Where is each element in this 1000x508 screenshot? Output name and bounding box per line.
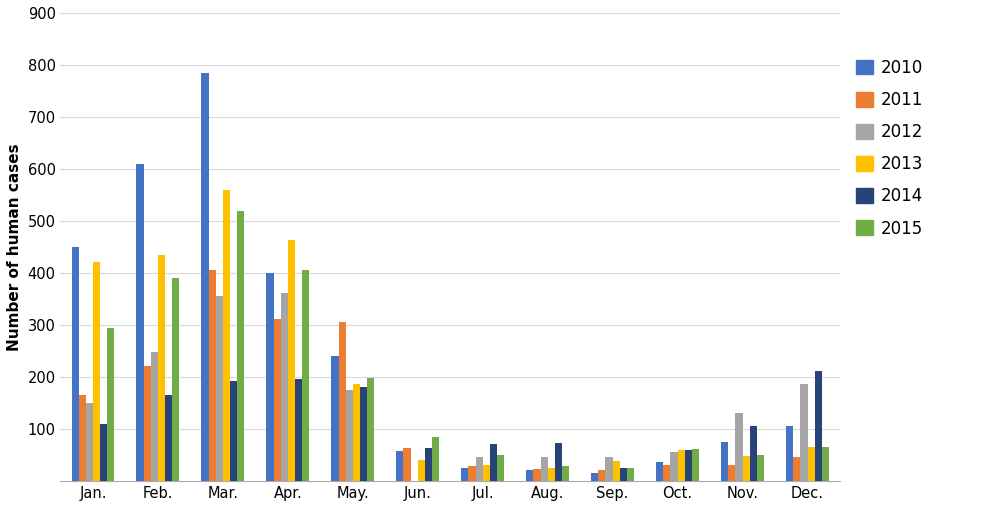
Bar — [793, 457, 800, 481]
Bar — [302, 270, 309, 481]
Bar — [107, 328, 114, 481]
Bar — [800, 385, 808, 481]
Bar — [100, 424, 107, 481]
Bar — [432, 437, 439, 481]
Bar — [815, 371, 822, 481]
Bar — [418, 460, 425, 481]
Bar — [295, 379, 302, 481]
Bar — [136, 164, 144, 481]
Bar — [808, 447, 815, 481]
Bar — [598, 470, 605, 481]
Bar — [670, 452, 678, 481]
Bar — [743, 456, 750, 481]
Bar — [209, 270, 216, 481]
Bar — [613, 461, 620, 481]
Bar — [151, 352, 158, 481]
Bar — [425, 448, 432, 481]
Bar — [72, 247, 79, 481]
Bar — [230, 381, 237, 481]
Bar — [678, 451, 685, 481]
Bar — [526, 470, 533, 481]
Bar — [483, 465, 490, 481]
Bar — [497, 455, 504, 481]
Bar — [735, 413, 743, 481]
Bar — [346, 390, 353, 481]
Bar — [331, 356, 339, 481]
Legend: 2010, 2011, 2012, 2013, 2014, 2015: 2010, 2011, 2012, 2013, 2014, 2015 — [856, 59, 924, 238]
Bar — [822, 447, 829, 481]
Bar — [216, 296, 223, 481]
Bar — [339, 322, 346, 481]
Bar — [591, 473, 598, 481]
Bar — [685, 451, 692, 481]
Bar — [605, 457, 613, 481]
Y-axis label: Number of human cases: Number of human cases — [7, 143, 22, 351]
Bar — [490, 444, 497, 481]
Bar — [281, 294, 288, 481]
Bar — [692, 450, 699, 481]
Bar — [663, 465, 670, 481]
Bar — [158, 255, 165, 481]
Bar — [555, 443, 562, 481]
Bar — [367, 377, 374, 481]
Bar — [533, 469, 541, 481]
Bar — [79, 395, 86, 481]
Bar — [461, 467, 468, 481]
Bar — [93, 262, 100, 481]
Bar — [541, 457, 548, 481]
Bar — [476, 457, 483, 481]
Bar — [750, 426, 757, 481]
Bar — [548, 467, 555, 481]
Bar — [201, 73, 209, 481]
Bar — [223, 189, 230, 481]
Bar — [274, 320, 281, 481]
Bar — [288, 240, 295, 481]
Bar — [728, 465, 735, 481]
Bar — [172, 278, 179, 481]
Bar — [403, 448, 411, 481]
Bar — [360, 387, 367, 481]
Bar — [468, 466, 476, 481]
Bar — [144, 366, 151, 481]
Bar — [721, 441, 728, 481]
Bar — [266, 273, 274, 481]
Bar — [353, 385, 360, 481]
Bar — [656, 462, 663, 481]
Bar — [237, 211, 244, 481]
Bar — [562, 466, 569, 481]
Bar — [396, 451, 403, 481]
Bar — [757, 455, 764, 481]
Bar — [786, 426, 793, 481]
Bar — [627, 467, 634, 481]
Bar — [86, 402, 93, 481]
Bar — [620, 467, 627, 481]
Bar — [165, 395, 172, 481]
